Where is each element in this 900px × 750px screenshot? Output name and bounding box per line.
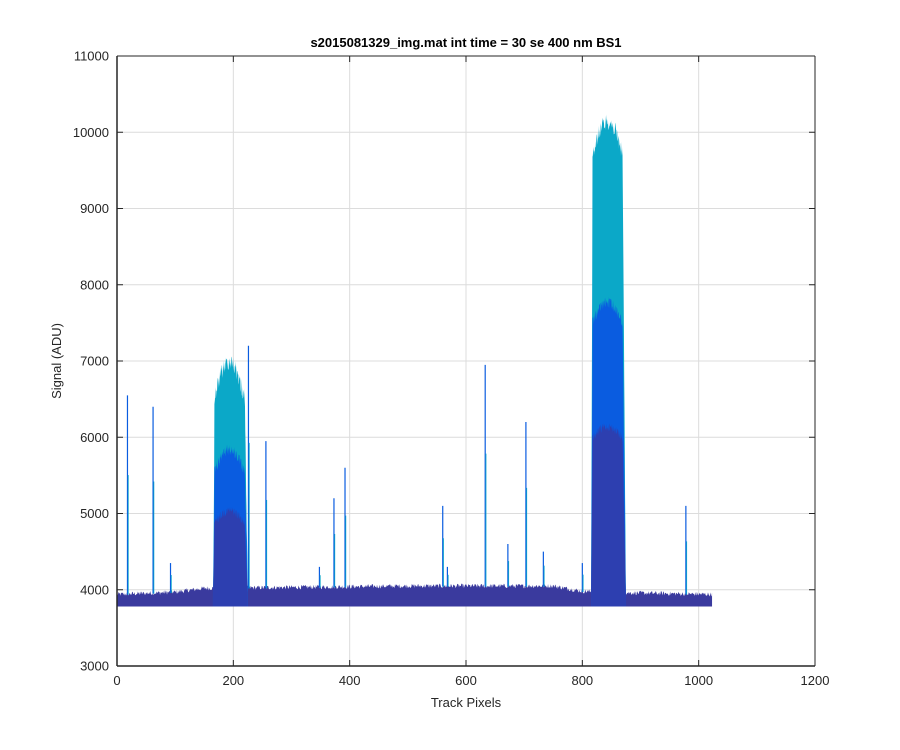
axes	[116, 55, 816, 667]
y-tick-label: 3000	[80, 659, 109, 674]
y-tick-label: 10000	[73, 125, 109, 140]
y-tick-label: 7000	[80, 354, 109, 369]
y-axis-label: Signal (ADU)	[49, 323, 64, 399]
y-tick-labels: 3000 4000 5000 6000 7000 8000 9000 10000 11000	[73, 49, 109, 674]
band-2-layer-3	[591, 423, 626, 607]
y-tick-label: 11000	[74, 49, 109, 64]
chart-title: s2015081329_img.mat int time = 30 se 400…	[310, 35, 621, 50]
x-tick-labels: 0 200 400 600 800 1000 1200	[113, 673, 829, 688]
y-tick-label: 4000	[80, 582, 109, 597]
plot-area	[117, 114, 713, 607]
y-tick-label: 6000	[80, 430, 109, 445]
x-tick-label: 200	[222, 673, 244, 688]
baseline-noise	[117, 583, 713, 607]
x-tick-label: 400	[339, 673, 361, 688]
x-tick-label: 1200	[801, 673, 830, 688]
x-axis-label: Track Pixels	[431, 695, 502, 710]
band-1-layer-3	[212, 506, 248, 607]
y-tick-label: 5000	[80, 506, 109, 521]
x-tick-label: 600	[455, 673, 477, 688]
y-tick-label: 8000	[80, 277, 109, 292]
x-tick-label: 800	[571, 673, 593, 688]
y-tick-label: 9000	[80, 201, 109, 216]
x-tick-label: 0	[113, 673, 120, 688]
x-tick-label: 1000	[684, 673, 713, 688]
